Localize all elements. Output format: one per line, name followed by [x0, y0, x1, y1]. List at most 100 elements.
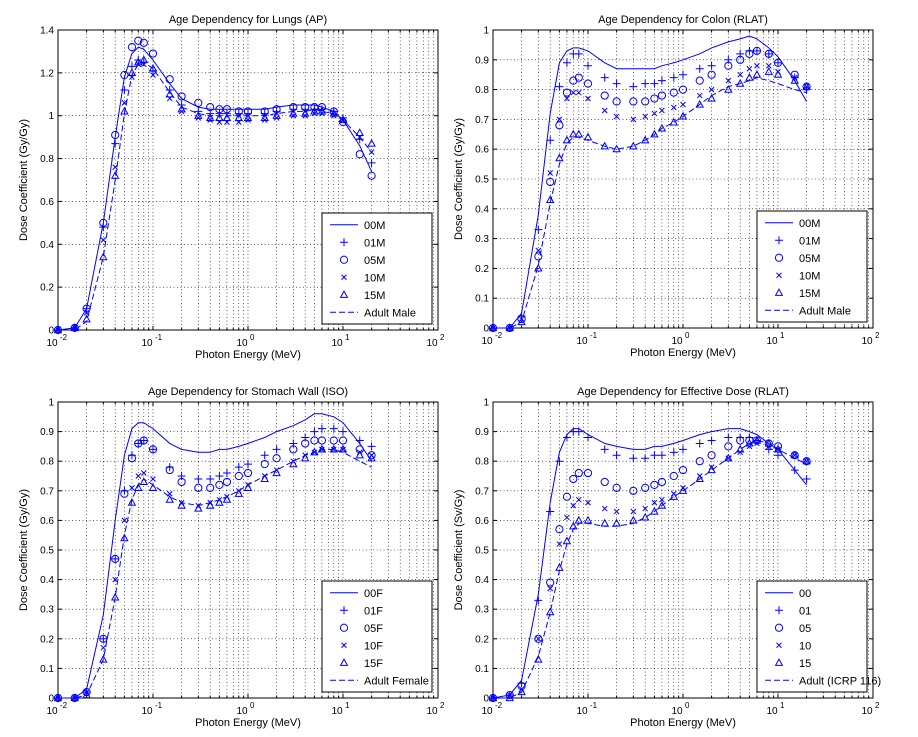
chart-panel-2: 00.10.20.30.40.50.60.70.80.9110-210-1100… [453, 14, 880, 359]
x-tick-base: 10 [576, 336, 588, 347]
legend-swatch [339, 255, 349, 264]
data-point-plus [82, 304, 91, 313]
data-point-triangle [802, 81, 811, 90]
series-adult-icrp-116- [493, 439, 807, 699]
x-axis-label: Photon Energy (MeV) [195, 349, 301, 361]
series-15f [53, 444, 376, 702]
data-point-triangle [260, 474, 269, 483]
data-point-x [535, 635, 542, 642]
legend-label: 10M [364, 272, 385, 284]
data-point-circle [650, 94, 659, 103]
data-point-triangle [70, 323, 79, 331]
data-point-circle [367, 451, 376, 460]
data-point-triangle [367, 453, 376, 462]
data-point-circle [555, 525, 564, 534]
data-point-plus [574, 49, 583, 58]
legend-label: 00 [799, 588, 811, 600]
legend-item: 05M [774, 253, 820, 265]
data-point-circle [612, 97, 621, 106]
legend-item: 05 [774, 623, 811, 635]
data-point-triangle [289, 459, 298, 468]
y-tick-label: 0.7 [475, 115, 489, 126]
y-tick-label: 0.4 [40, 240, 54, 251]
data-point-circle [194, 483, 203, 492]
y-tick-label: 0.5 [475, 175, 489, 186]
data-point-plus [707, 436, 716, 445]
data-point-triangle [310, 106, 319, 115]
data-point-circle [120, 489, 129, 498]
legend-label: 01M [799, 235, 820, 247]
data-point-circle [583, 468, 593, 478]
legend-swatch [341, 642, 347, 649]
data-point-plus [641, 454, 650, 463]
data-point-circle [657, 91, 667, 100]
legend-label: 00M [364, 220, 385, 232]
x-tick-label: 102 [426, 333, 445, 349]
data-point-triangle [205, 500, 215, 509]
x-tick-base: 10 [46, 706, 58, 717]
data-point-x [570, 502, 577, 509]
data-point-circle [222, 105, 232, 114]
data-point-x [630, 116, 637, 123]
x-tick-exponent: 2 [440, 701, 445, 710]
data-point-x [71, 325, 78, 331]
x-tick-label: 101 [766, 331, 785, 347]
data-point-plus [669, 448, 678, 457]
data-point-plus [222, 469, 231, 478]
data-point-plus [234, 463, 243, 472]
data-point-circle [148, 445, 158, 454]
x-tick-exponent: 0 [250, 333, 255, 342]
y-tick-label: 0.8 [40, 457, 54, 468]
legend-item: 15M [339, 290, 385, 302]
legend-swatch [774, 288, 784, 296]
series-line [493, 35, 808, 329]
grid [58, 30, 438, 330]
legend-item: 00F [330, 588, 383, 600]
data-point-circle [600, 477, 609, 487]
y-tick-label: 0 [483, 324, 489, 335]
data-point-plus [774, 451, 782, 460]
data-point-circle [641, 483, 650, 492]
x-tick-label: 100 [671, 701, 690, 717]
legend-swatch [774, 253, 784, 262]
data-point-plus [600, 445, 609, 454]
data-point-triangle [764, 67, 774, 75]
data-point-x [613, 113, 620, 120]
data-point-circle [99, 634, 108, 643]
data-point-triangle [545, 607, 555, 616]
data-point-circle [139, 38, 148, 47]
data-point-x [575, 496, 582, 503]
data-point-x [585, 95, 591, 102]
legend-label: 10 [799, 640, 811, 652]
data-point-triangle [678, 486, 688, 494]
data-point-triangle [215, 498, 224, 506]
x-tick-exponent: 0 [250, 701, 255, 710]
data-point-x [601, 107, 608, 114]
data-point-triangle [752, 435, 762, 444]
data-point-triangle [657, 123, 667, 132]
data-point-triangle [650, 506, 659, 515]
data-point-plus [99, 634, 108, 643]
data-point-circle [629, 97, 638, 106]
data-point-plus [134, 439, 143, 448]
data-point-triangle [99, 654, 108, 663]
data-point-plus [650, 451, 659, 460]
data-point-circle [165, 465, 174, 475]
data-point-plus [752, 46, 761, 55]
data-point-triangle [134, 57, 143, 66]
legend-label: 10M [799, 270, 820, 282]
data-point-circle [724, 442, 733, 451]
x-tick-exponent: -1 [590, 331, 598, 340]
data-point-triangle [139, 477, 149, 486]
series-15m [53, 55, 376, 334]
data-point-circle [583, 79, 593, 88]
series-05 [488, 436, 811, 703]
data-point-plus [215, 472, 224, 480]
x-tick-label: 102 [861, 701, 880, 717]
data-point-triangle [110, 171, 120, 179]
x-tick-base: 10 [331, 706, 343, 717]
data-point-circle [745, 49, 754, 58]
data-point-x [670, 104, 677, 111]
data-point-triangle [773, 70, 783, 78]
data-point-x [547, 170, 554, 176]
